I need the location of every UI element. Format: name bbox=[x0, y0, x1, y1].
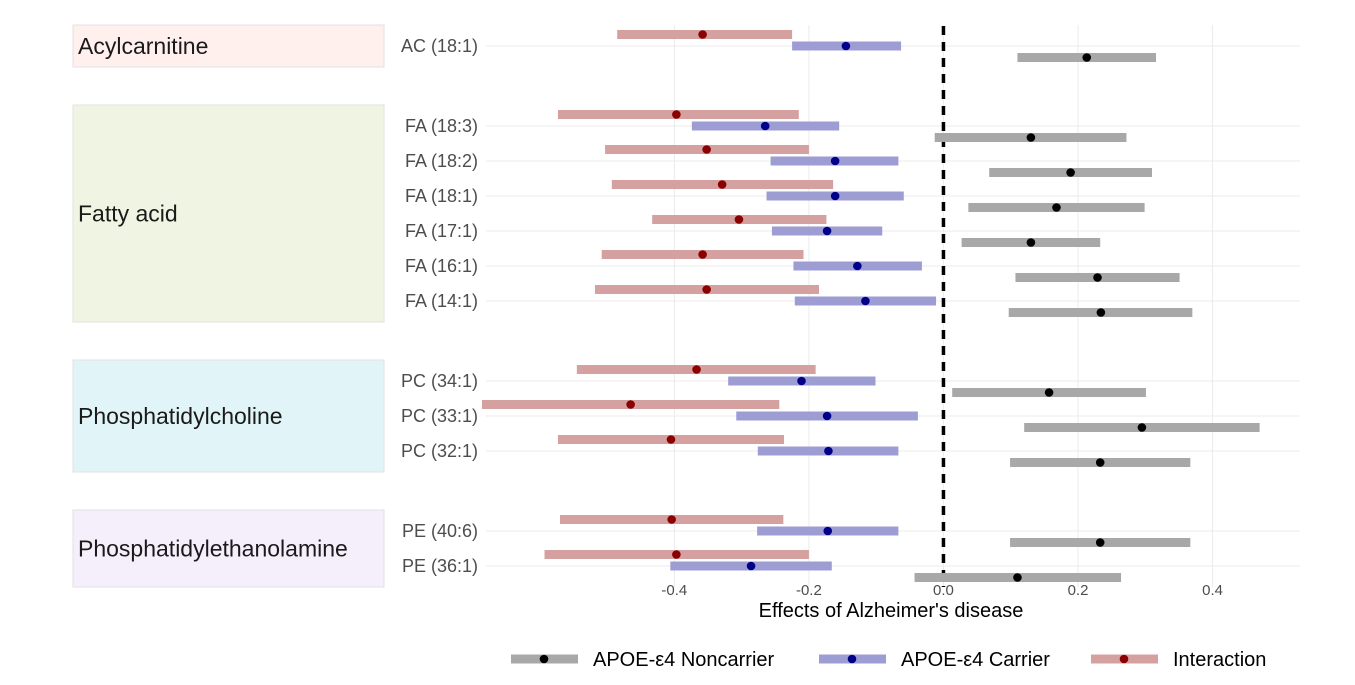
carrier-estimate-point bbox=[861, 296, 870, 306]
carrier-estimate-point bbox=[853, 261, 862, 271]
legend: APOE-ε4 Noncarrier APOE-ε4 Carrier Interac… bbox=[511, 649, 1266, 671]
row-labels: AC (18:1) FA (18:3) FA (18:2) FA (18:1) FA (… bbox=[401, 36, 478, 576]
carrier-legend-key-point bbox=[847, 654, 857, 664]
interaction-legend-key-point bbox=[1119, 654, 1129, 664]
noncarrier-estimate-point bbox=[1096, 308, 1106, 317]
x-tick-label: 0.4 bbox=[1202, 582, 1223, 599]
row-label: FA (18:1) bbox=[405, 186, 478, 206]
row-label: PE (36:1) bbox=[402, 556, 478, 576]
carrier-estimate-point bbox=[822, 226, 832, 236]
carrier-estimate-point bbox=[830, 191, 840, 201]
noncarrier-estimate-point bbox=[1082, 53, 1092, 62]
noncarrier-estimate-point bbox=[1095, 538, 1105, 547]
group-label: Fatty acid bbox=[78, 201, 178, 227]
noncarrier-legend-key-point bbox=[539, 654, 549, 664]
noncarrier-estimate-point bbox=[1052, 203, 1061, 212]
group-band bbox=[72, 509, 385, 588]
carrier-estimate-point bbox=[823, 526, 833, 536]
carrier-estimate-point bbox=[797, 376, 806, 386]
interval-bars bbox=[481, 30, 1260, 582]
noncarrier-estimate-point bbox=[1137, 423, 1147, 432]
group-bands: Acylcarnitine Fatty acid Phosphatidylcholi… bbox=[72, 24, 385, 588]
row-label: FA (18:2) bbox=[405, 151, 478, 171]
row-label: FA (17:1) bbox=[405, 221, 478, 241]
interaction-estimate-point bbox=[702, 145, 711, 154]
row-label: PE (40:6) bbox=[402, 521, 478, 541]
group-label: Phosphatidylethanolamine bbox=[78, 536, 348, 562]
row-label: PC (32:1) bbox=[401, 441, 478, 461]
noncarrier-estimate-point bbox=[1026, 238, 1036, 247]
interaction-legend-label: Interaction bbox=[1173, 649, 1266, 671]
row-label: FA (16:1) bbox=[405, 256, 478, 276]
x-tick-label: 0.2 bbox=[1068, 582, 1089, 599]
noncarrier-estimate-point bbox=[1044, 388, 1054, 397]
interaction-estimate-point bbox=[667, 515, 676, 524]
noncarrier-estimate-point bbox=[1095, 458, 1105, 467]
interaction-estimate-point bbox=[702, 285, 711, 294]
interaction-estimate-point bbox=[698, 30, 707, 39]
interaction-estimate-point bbox=[734, 215, 744, 224]
noncarrier-legend-label: APOE-ε4 Noncarrier bbox=[593, 649, 775, 671]
group-label: Acylcarnitine bbox=[78, 33, 208, 59]
interaction-estimate-point bbox=[666, 435, 676, 444]
noncarrier-estimate-point bbox=[1013, 573, 1022, 582]
x-axis-title: Effects of Alzheimer's disease bbox=[759, 600, 1024, 622]
row-label: AC (18:1) bbox=[401, 36, 478, 56]
carrier-estimate-point bbox=[841, 41, 851, 51]
group-label: Phosphatidylcholine bbox=[78, 403, 283, 429]
interaction-estimate-point bbox=[698, 250, 707, 259]
row-label: PC (33:1) bbox=[401, 406, 478, 426]
interaction-estimate-point bbox=[672, 110, 681, 119]
noncarrier-estimate-point bbox=[1093, 273, 1102, 282]
interaction-estimate-point bbox=[672, 550, 681, 559]
carrier-estimate-point bbox=[824, 446, 833, 456]
group-band bbox=[72, 359, 385, 473]
carrier-estimate-point bbox=[760, 121, 770, 131]
group-band bbox=[72, 104, 385, 323]
noncarrier-estimate-point bbox=[1066, 168, 1075, 177]
interaction-estimate-point bbox=[692, 365, 701, 374]
carrier-estimate-point bbox=[746, 561, 756, 571]
carrier-estimate-point bbox=[822, 411, 832, 421]
row-label: FA (14:1) bbox=[405, 291, 478, 311]
interaction-estimate-point bbox=[717, 180, 727, 189]
x-tick-label: -0.4 bbox=[661, 582, 687, 599]
x-tick-label: 0.0 bbox=[933, 582, 954, 599]
carrier-legend-label: APOE-ε4 Carrier bbox=[901, 649, 1050, 671]
x-axis-ticks: -0.4 -0.2 0.0 0.2 0.4 bbox=[661, 582, 1223, 599]
group-band bbox=[72, 24, 385, 68]
row-label: FA (18:3) bbox=[405, 116, 478, 136]
noncarrier-estimate-point bbox=[1026, 133, 1036, 142]
estimate-points bbox=[626, 30, 1147, 582]
row-label: PC (34:1) bbox=[401, 371, 478, 391]
x-tick-label: -0.2 bbox=[796, 582, 822, 599]
interaction-estimate-point bbox=[626, 400, 635, 409]
gridlines bbox=[486, 25, 1300, 587]
carrier-estimate-point bbox=[830, 156, 840, 166]
